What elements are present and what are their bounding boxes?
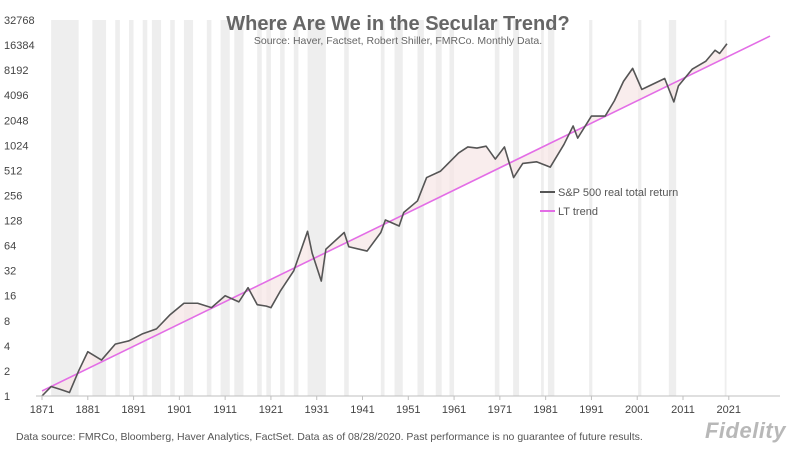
recession-band bbox=[257, 20, 262, 396]
x-tick-label: 1901 bbox=[167, 404, 191, 416]
x-tick-label: 1971 bbox=[488, 404, 512, 416]
recession-shading bbox=[51, 20, 727, 396]
legend-label-sp500: S&P 500 real total return bbox=[558, 187, 678, 199]
recession-band bbox=[266, 20, 271, 396]
recession-band bbox=[220, 20, 230, 396]
recession-band bbox=[541, 20, 544, 396]
y-tick-label: 2048 bbox=[4, 115, 28, 127]
recession-band bbox=[435, 20, 442, 396]
x-tick-label: 1961 bbox=[442, 404, 466, 416]
recession-band bbox=[183, 20, 194, 396]
y-tick-label: 1 bbox=[4, 391, 10, 403]
x-tick-label: 2021 bbox=[717, 404, 741, 416]
y-tick-label: 16 bbox=[4, 291, 16, 303]
fidelity-logo: Fidelity bbox=[704, 418, 786, 443]
x-tick-label: 1981 bbox=[533, 404, 557, 416]
recession-band bbox=[51, 20, 79, 396]
recession-band bbox=[151, 20, 162, 396]
recession-band bbox=[142, 20, 148, 396]
x-tick-label: 1951 bbox=[396, 404, 420, 416]
x-tick-label: 1921 bbox=[259, 404, 283, 416]
y-axis: 1 2 4 8 16 32 64 128 256 512 1024 2048 4096 8192 16384… bbox=[4, 15, 35, 403]
x-axis: 1871 1881 1891 1901 1911 1921 1931 1941 1951 1961… bbox=[30, 395, 780, 416]
y-tick-label: 32768 bbox=[4, 15, 35, 27]
chart-title: Where Are We in the Secular Trend? bbox=[226, 13, 569, 35]
x-tick-label: 1931 bbox=[304, 404, 328, 416]
y-tick-label: 8192 bbox=[4, 65, 28, 77]
recession-band bbox=[724, 20, 727, 396]
recession-band bbox=[494, 20, 500, 396]
y-tick-label: 32 bbox=[4, 266, 16, 278]
x-tick-label: 2011 bbox=[671, 404, 695, 416]
y-tick-label: 128 bbox=[4, 216, 22, 228]
recession-band bbox=[206, 20, 212, 396]
recession-band bbox=[380, 20, 385, 396]
sp500-line bbox=[41, 43, 728, 397]
y-tick-label: 4 bbox=[4, 341, 10, 353]
recession-band bbox=[307, 20, 326, 396]
recession-band bbox=[394, 20, 403, 396]
trend-line bbox=[41, 35, 771, 392]
x-tick-label: 1891 bbox=[121, 404, 145, 416]
recession-band bbox=[417, 20, 424, 396]
recession-band bbox=[170, 20, 175, 396]
y-tick-label: 64 bbox=[4, 241, 16, 253]
legend: S&P 500 real total return LT trend bbox=[540, 187, 678, 218]
legend-label-trend: LT trend bbox=[558, 206, 598, 218]
recession-band bbox=[115, 20, 120, 396]
y-tick-label: 1024 bbox=[4, 140, 28, 152]
chart-subtitle: Source: Haver, Factset, Robert Shiller, … bbox=[254, 35, 542, 47]
recession-band bbox=[234, 20, 244, 396]
recession-band bbox=[638, 20, 642, 396]
y-tick-label: 512 bbox=[4, 165, 22, 177]
footer-note: Data source: FMRCo, Bloomberg, Haver Ana… bbox=[16, 431, 643, 443]
recession-band bbox=[280, 20, 285, 396]
recession-band bbox=[92, 20, 107, 396]
recession-band bbox=[293, 20, 299, 396]
y-tick-label: 2 bbox=[4, 366, 10, 378]
y-tick-label: 8 bbox=[4, 316, 10, 328]
x-tick-label: 1991 bbox=[579, 404, 603, 416]
recession-band bbox=[449, 20, 455, 396]
x-tick-label: 1911 bbox=[213, 404, 237, 416]
series-lines bbox=[41, 35, 771, 397]
recession-band bbox=[513, 20, 520, 396]
recession-band bbox=[589, 20, 593, 396]
recession-band bbox=[128, 20, 134, 396]
recession-band bbox=[668, 20, 677, 396]
x-tick-label: 2001 bbox=[625, 404, 649, 416]
y-tick-label: 16384 bbox=[4, 40, 35, 52]
x-tick-label: 1871 bbox=[30, 404, 54, 416]
x-tick-label: 1881 bbox=[76, 404, 100, 416]
y-tick-label: 4096 bbox=[4, 90, 28, 102]
recession-band bbox=[547, 20, 555, 396]
recession-band bbox=[344, 20, 349, 396]
y-tick-label: 256 bbox=[4, 190, 22, 202]
x-tick-label: 1941 bbox=[350, 404, 374, 416]
